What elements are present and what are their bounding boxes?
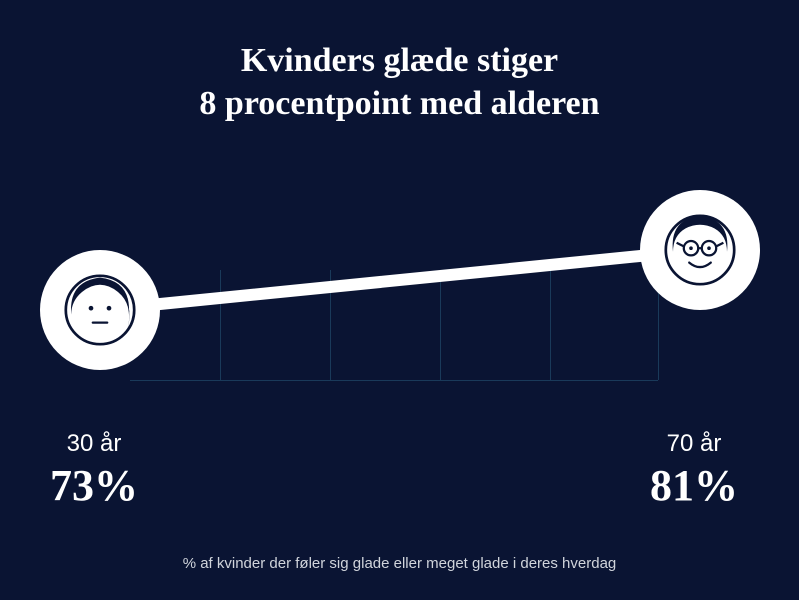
face-young-icon — [40, 250, 160, 370]
grid-vline — [220, 270, 221, 380]
chart-area — [0, 180, 799, 440]
label-young: 30 år 73% — [50, 430, 138, 511]
age-young: 30 år — [50, 430, 138, 458]
face-old-icon — [640, 190, 760, 310]
grid-vline — [550, 270, 551, 380]
title-line-1: Kvinders glæde stiger — [0, 40, 799, 83]
chart-title: Kvinders glæde stiger 8 procentpoint med… — [0, 0, 799, 125]
title-line-2: 8 procentpoint med alderen — [0, 83, 799, 126]
pct-old: 81% — [650, 460, 738, 511]
grid-vline — [440, 270, 441, 380]
pct-young: 73% — [50, 460, 138, 511]
trend-line — [99, 244, 700, 316]
grid-baseline — [130, 380, 658, 381]
footnote-text: % af kvinder der føler sig glade eller m… — [0, 555, 799, 572]
age-old: 70 år — [650, 430, 738, 458]
label-old: 70 år 81% — [650, 430, 738, 511]
